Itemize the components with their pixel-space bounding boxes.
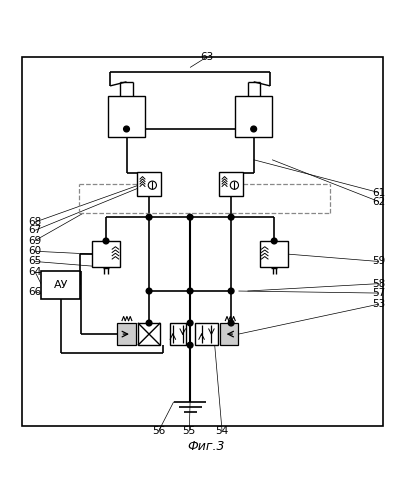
Circle shape xyxy=(146,288,152,294)
Bar xyxy=(138,323,160,345)
Circle shape xyxy=(271,238,277,244)
Bar xyxy=(117,323,136,345)
Bar xyxy=(22,57,383,426)
Text: 55: 55 xyxy=(183,426,196,436)
Text: 58: 58 xyxy=(372,278,385,288)
Text: 67: 67 xyxy=(28,226,42,235)
Circle shape xyxy=(103,238,109,244)
Text: 69: 69 xyxy=(28,236,42,246)
Text: 65: 65 xyxy=(28,256,42,266)
Text: 60: 60 xyxy=(28,246,42,256)
Circle shape xyxy=(228,320,234,326)
Circle shape xyxy=(187,288,193,294)
Bar xyxy=(137,172,161,197)
Text: Фиг.3: Фиг.3 xyxy=(188,440,225,452)
Text: 53: 53 xyxy=(372,299,385,309)
Text: 68: 68 xyxy=(28,217,42,227)
Text: 61: 61 xyxy=(372,188,385,198)
Bar xyxy=(260,241,288,268)
Circle shape xyxy=(187,214,193,220)
Circle shape xyxy=(123,126,129,132)
Bar xyxy=(220,323,238,345)
Bar xyxy=(219,172,243,197)
Text: АУ: АУ xyxy=(54,280,68,290)
Circle shape xyxy=(228,288,234,294)
Bar xyxy=(235,96,272,137)
Text: 63: 63 xyxy=(200,52,213,62)
Circle shape xyxy=(187,320,193,326)
Text: 64: 64 xyxy=(28,266,42,276)
Circle shape xyxy=(228,214,234,220)
Bar xyxy=(195,323,218,345)
Circle shape xyxy=(251,126,256,132)
Text: 59: 59 xyxy=(372,256,385,266)
Circle shape xyxy=(146,320,152,326)
Bar xyxy=(41,271,81,299)
Text: 62: 62 xyxy=(372,196,385,206)
Text: 54: 54 xyxy=(216,426,229,436)
Bar xyxy=(92,241,120,268)
Circle shape xyxy=(146,214,152,220)
Bar xyxy=(170,323,186,345)
Bar xyxy=(108,96,145,137)
Text: 56: 56 xyxy=(152,426,165,436)
Text: 57: 57 xyxy=(372,288,385,298)
Circle shape xyxy=(187,342,193,348)
Text: 66: 66 xyxy=(28,287,42,297)
